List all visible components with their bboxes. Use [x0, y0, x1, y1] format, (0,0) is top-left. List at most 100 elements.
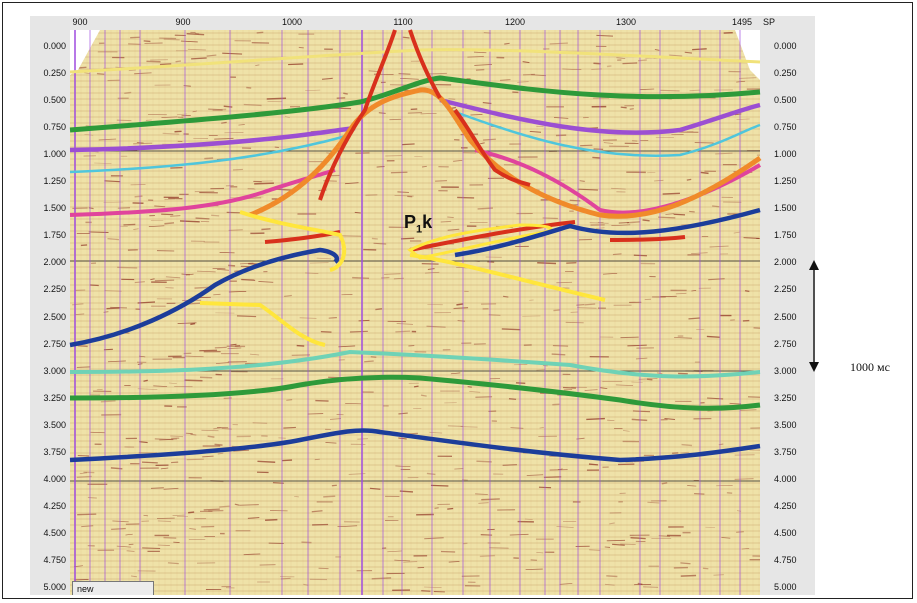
seismic-streak: [662, 192, 680, 195]
seismic-streak: [421, 590, 431, 592]
seismic-streak: [504, 42, 510, 45]
seismic-streak: [477, 207, 493, 210]
time-tick-right: 0.500: [774, 95, 797, 106]
seismic-streak: [217, 452, 224, 455]
seismic-streak: [104, 180, 121, 183]
seismic-streak: [476, 460, 492, 463]
seismic-streak: [161, 116, 178, 119]
seismic-streak: [467, 56, 484, 58]
seismic-streak: [642, 219, 650, 222]
seismic-streak: [639, 88, 655, 91]
time-tick-left: 3.750: [43, 446, 66, 457]
seismic-streak: [98, 138, 117, 141]
seismic-streak: [457, 320, 466, 322]
time-tick-right: 0.250: [774, 68, 797, 79]
time-tick-right: 1.000: [774, 149, 797, 160]
seismic-streak: [687, 485, 697, 487]
seismic-streak: [706, 335, 720, 338]
seismic-streak: [508, 398, 517, 400]
seismic-streak: [629, 107, 634, 110]
seismic-streak: [221, 121, 227, 124]
seismic-streak: [589, 549, 601, 551]
seismic-streak: [451, 106, 457, 109]
time-tick-right: 5.000: [774, 582, 797, 592]
seismic-streak: [665, 213, 675, 215]
seismic-streak: [214, 137, 234, 140]
seismic-streak: [626, 221, 640, 224]
seismic-streak: [522, 73, 536, 76]
seismic-streak: [448, 561, 460, 563]
seismic-streak: [713, 574, 724, 576]
seismic-streak: [321, 77, 333, 80]
seismic-streak: [163, 536, 177, 539]
seismic-streak: [284, 294, 292, 298]
horizon-navy-lower: [69, 428, 761, 463]
seismic-streak: [142, 461, 158, 464]
seismic-streak: [501, 328, 521, 331]
time-tick-left: 1.750: [43, 230, 66, 241]
seismic-streak: [154, 205, 166, 208]
seismic-streak: [453, 159, 463, 162]
corner-tab[interactable]: new: [72, 581, 154, 595]
time-tick-right: 3.250: [774, 392, 797, 403]
seismic-streak: [684, 51, 693, 54]
seismic-streak: [236, 315, 257, 318]
seismic-streak: [565, 321, 584, 324]
seismic-streak: [110, 467, 123, 470]
time-tick-left: 0.500: [43, 95, 66, 106]
seismic-streak: [661, 482, 668, 485]
seismic-streak: [197, 270, 216, 273]
seismic-streak: [364, 360, 374, 363]
seismic-streak: [371, 237, 378, 240]
seismic-streak: [453, 307, 469, 310]
seismic-streak: [125, 533, 133, 536]
seismic-streak: [137, 301, 156, 304]
seismic-streak: [342, 235, 362, 237]
seismic-streak: [604, 583, 615, 586]
seismic-streak: [76, 475, 92, 478]
seismic-streak: [249, 353, 260, 356]
seismic-streak: [369, 487, 381, 490]
seismic-streak: [303, 583, 309, 586]
seismic-streak: [623, 430, 630, 432]
seismic-streak: [175, 60, 182, 63]
time-tick-right: 3.500: [774, 419, 797, 430]
seismic-streak: [524, 518, 533, 521]
seismic-streak: [283, 426, 296, 429]
seismic-streak: [88, 231, 109, 233]
seismic-streak: [154, 279, 175, 282]
scale-arrow-head-top: [809, 260, 819, 270]
seismic-streak: [107, 238, 120, 241]
seismic-streak: [247, 517, 260, 519]
seismic-streak: [606, 575, 618, 578]
seismic-streak: [709, 245, 729, 248]
seismic-streak: [307, 413, 324, 415]
seismic-streak: [604, 546, 611, 548]
time-tick-right: 1.250: [774, 176, 797, 187]
time-tick-left: 1.500: [43, 203, 66, 214]
seismic-streak: [153, 385, 168, 388]
seismic-streak: [487, 261, 495, 263]
horizon-red-p1k-right: [409, 220, 686, 252]
seismic-streak: [180, 40, 198, 43]
seismic-streak: [133, 142, 153, 145]
seismic-streak: [161, 213, 174, 216]
seismic-streak: [402, 143, 415, 146]
seismic-streak: [622, 62, 638, 65]
seismic-streak: [84, 72, 90, 75]
seismic-streak: [680, 562, 691, 565]
seismic-streak: [658, 216, 676, 219]
seismic-streak: [427, 72, 447, 75]
left-axis-strip: [30, 30, 70, 595]
right-axis-strip: [760, 30, 815, 595]
seismic-streak: [187, 48, 206, 51]
seismic-streak: [228, 290, 247, 293]
seismic-streak: [536, 552, 544, 554]
seismic-streak: [596, 34, 614, 37]
seismic-streak: [124, 91, 132, 95]
seismic-streak: [195, 217, 210, 220]
seismic-streak: [426, 472, 436, 476]
seismic-streak: [457, 196, 475, 199]
seismic-streak: [447, 425, 464, 427]
seismic-streak: [603, 273, 618, 275]
